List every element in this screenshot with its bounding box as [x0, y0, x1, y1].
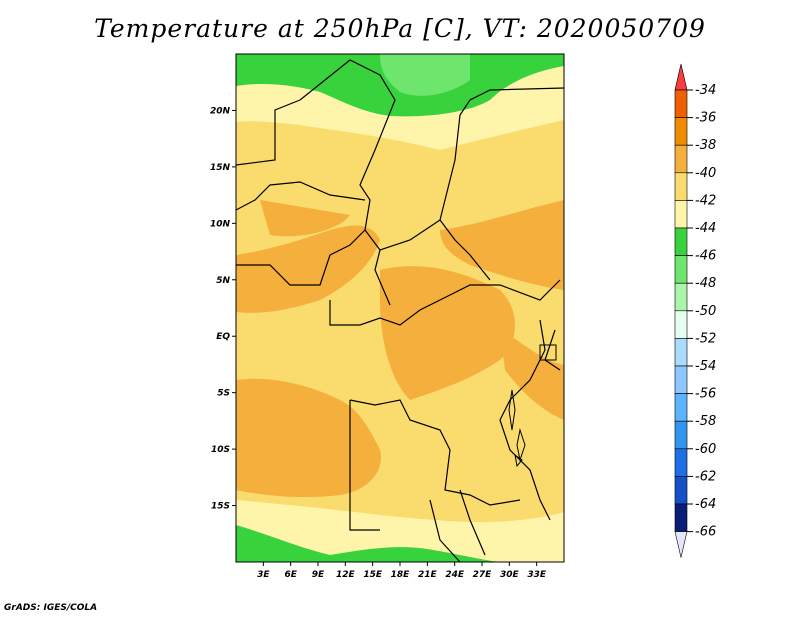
colorbar-swatch [674, 365, 688, 394]
lat-tick-label: 15S [211, 502, 230, 512]
colorbar-label: -40 [695, 166, 716, 181]
colorbar-swatch [674, 255, 688, 284]
colorbar-swatch [674, 227, 688, 256]
colorbar-label: -66 [695, 525, 716, 540]
field-warm-center [380, 266, 515, 400]
colorbar-swatch [674, 282, 688, 312]
latitude-axis: 20N 15N 10N 5N EQ 5S 10S 15S [210, 106, 236, 512]
field-warm-sw [236, 378, 381, 498]
colorbar-bottom-arrow [674, 531, 688, 558]
colorbar-swatch [674, 420, 688, 450]
lon-tick-label: 18E [391, 570, 411, 580]
footer-credit: GrADS: IGES/COLA [4, 603, 98, 613]
colorbar-swatch [674, 89, 688, 118]
temperature-field [236, 54, 564, 562]
field-warm-east [440, 200, 564, 290]
lon-tick-label: 24E [445, 570, 465, 580]
lat-tick-label: 10N [210, 219, 231, 229]
colorbar-label: -58 [695, 414, 716, 429]
colorbar-swatch [674, 448, 688, 477]
colorbar-label: -34 [695, 83, 716, 98]
colorbar-label: -64 [695, 497, 716, 512]
lon-tick-label: 27E [473, 570, 493, 580]
colorbar-label: -46 [695, 249, 716, 264]
field-south-green [236, 525, 500, 562]
colorbar-top-arrow [674, 63, 688, 91]
lon-tick-label: 33E [527, 570, 547, 580]
lat-tick-label: 15N [210, 163, 231, 173]
colorbar-swatch [674, 200, 688, 229]
colorbar-label: -62 [695, 469, 716, 484]
field-warm-nw [260, 200, 350, 237]
lon-tick-label: 21E [418, 570, 438, 580]
lon-tick-label: 12E [336, 570, 356, 580]
colorbar-label: -56 [695, 387, 716, 402]
colorbar-swatch [674, 338, 688, 367]
colorbar-label: -60 [695, 442, 716, 457]
colorbar-swatch [674, 310, 688, 339]
colorbar-swatch [674, 503, 688, 532]
colorbar-label: -48 [695, 276, 716, 291]
colorbar-label: -44 [695, 221, 716, 236]
colorbar-swatch [674, 117, 688, 146]
colorbar-swatch [674, 476, 688, 505]
lon-tick-label: 9E [312, 570, 325, 580]
lon-tick-label: 30E [500, 570, 520, 580]
lat-tick-label: 20N [210, 106, 231, 116]
lakes [508, 344, 557, 468]
colorbar-swatch [674, 144, 688, 174]
lat-tick-label: 5N [216, 276, 230, 286]
longitude-axis: 3E 6E 9E 12E 15E 18E 21E 24E 27E 30E 33E [257, 562, 547, 580]
colorbar-label: -50 [695, 304, 716, 319]
colorbar-label: -52 [695, 331, 716, 346]
colorbar: -34 -36 -38 -40 -42 -44 -46 -48 -50 -52 -54 -56 -58 -… [674, 63, 716, 558]
lon-tick-label: 3E [257, 570, 270, 580]
colorbar-swatch [674, 172, 688, 201]
colorbar-label: -38 [695, 138, 716, 153]
lat-tick-label: EQ [216, 332, 230, 342]
field-north-green-light [380, 54, 470, 96]
lon-tick-label: 6E [284, 570, 297, 580]
colorbar-swatch [674, 393, 688, 422]
colorbar-label: -36 [695, 111, 716, 126]
lat-tick-label: 10S [211, 445, 230, 455]
colorbar-label: -42 [695, 193, 716, 208]
lon-tick-label: 15E [363, 570, 383, 580]
lat-tick-label: 5S [217, 389, 230, 399]
country-borders [236, 59, 564, 562]
chart-title: Temperature at 250hPa [C], VT: 202005070… [94, 14, 706, 43]
colorbar-label: -54 [695, 359, 716, 374]
